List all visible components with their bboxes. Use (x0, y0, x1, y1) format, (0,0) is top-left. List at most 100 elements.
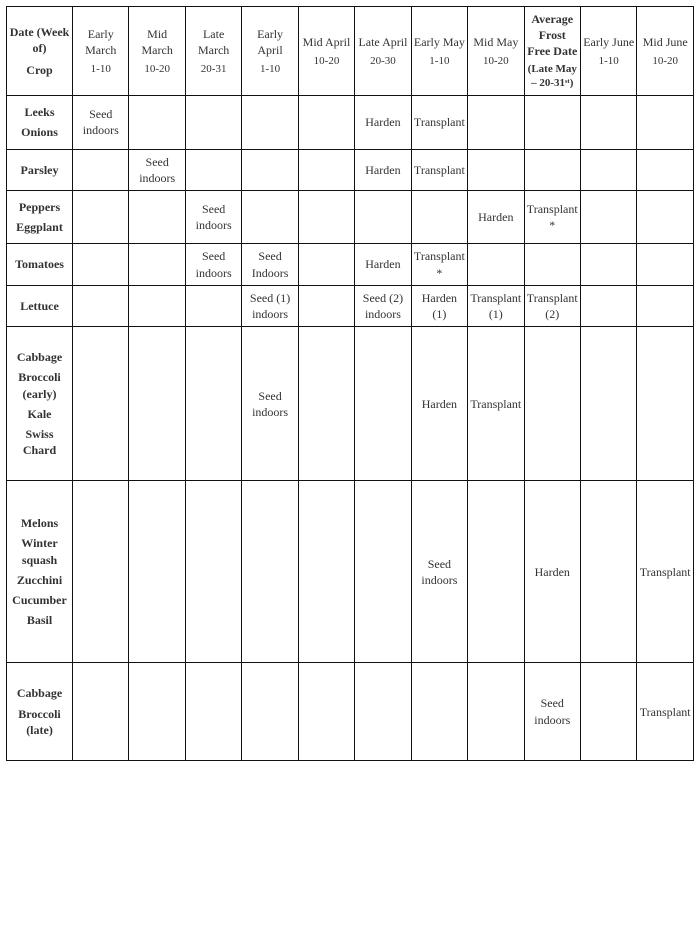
schedule-cell: Seed Indoors (242, 244, 298, 285)
period-name: Mid March (131, 26, 182, 58)
schedule-cell (298, 663, 354, 761)
schedule-cell (411, 663, 467, 761)
crop-name: Onions (9, 124, 70, 140)
schedule-cell: Transplant (411, 96, 467, 149)
schedule-cell (129, 285, 185, 326)
schedule-cell (129, 96, 185, 149)
schedule-cell (524, 96, 580, 149)
crop-name: Tomatoes (9, 256, 70, 272)
schedule-cell: Transplant* (411, 244, 467, 285)
header-period: Early April 1-10 (242, 7, 298, 96)
crop-cell: Tomatoes (7, 244, 73, 285)
schedule-cell (129, 327, 185, 481)
schedule-cell: Seed indoors (524, 663, 580, 761)
header-period: Mid May 10-20 (468, 7, 524, 96)
schedule-cell (637, 285, 694, 326)
schedule-cell (355, 663, 411, 761)
schedule-cell (355, 327, 411, 481)
schedule-cell (580, 244, 636, 285)
header-period: Early March1-10 (73, 7, 129, 96)
period-range: 20-31 (188, 62, 239, 77)
schedule-cell: Harden (355, 244, 411, 285)
schedule-cell: Harden (1) (411, 285, 467, 326)
period-range: 1-10 (583, 54, 634, 69)
schedule-cell (637, 244, 694, 285)
schedule-cell: Transplant (637, 481, 694, 663)
crop-cell: Parsley (7, 149, 73, 190)
schedule-cell: Harden (468, 191, 524, 244)
table-row: CabbageBroccoli (early)KaleSwiss ChardSe… (7, 327, 694, 481)
schedule-cell (411, 191, 467, 244)
schedule-cell (355, 191, 411, 244)
crop-cell: CabbageBroccoli (late) (7, 663, 73, 761)
schedule-cell: Seed (1) indoors (242, 285, 298, 326)
table-row: ParsleySeed indoorsHardenTransplant (7, 149, 694, 190)
crop-name: Cucumber (9, 592, 70, 608)
header-period: Late March20-31 (185, 7, 241, 96)
table-body: LeeksOnionsSeed indoorsHardenTransplantP… (7, 96, 694, 761)
schedule-cell: Seed indoors (129, 149, 185, 190)
schedule-cell: Transplant (2) (524, 285, 580, 326)
schedule-cell (242, 481, 298, 663)
schedule-cell (468, 96, 524, 149)
schedule-cell (580, 663, 636, 761)
period-range: 10-20 (301, 54, 352, 69)
schedule-cell (185, 663, 241, 761)
schedule-cell (242, 663, 298, 761)
schedule-cell (468, 149, 524, 190)
crop-name: Winter squash (9, 535, 70, 567)
schedule-cell (129, 244, 185, 285)
crop-name: Eggplant (9, 219, 70, 235)
schedule-cell (185, 285, 241, 326)
schedule-cell: Seed indoors (185, 191, 241, 244)
schedule-cell (468, 663, 524, 761)
period-name: Early April (244, 26, 295, 58)
schedule-cell (185, 96, 241, 149)
header-period: Late April20-30 (355, 7, 411, 96)
schedule-cell (580, 285, 636, 326)
schedule-cell (580, 481, 636, 663)
schedule-cell (298, 96, 354, 149)
schedule-cell (73, 285, 129, 326)
crop-name: Leeks (9, 104, 70, 120)
crop-name: Broccoli (early) (9, 369, 70, 401)
table-row: Tomatoes Seed indoorsSeed Indoors HardenTr… (7, 244, 694, 285)
crop-cell: Peppers Eggplant (7, 191, 73, 244)
period-range: 10-20 (131, 62, 182, 77)
schedule-cell: Seed indoors (411, 481, 467, 663)
schedule-cell: Harden (524, 481, 580, 663)
period-range: (Late May – 20-31ˢᵗ) (527, 62, 578, 92)
header-period: Early June1-10 (580, 7, 636, 96)
table-row: LeeksOnionsSeed indoorsHardenTransplant (7, 96, 694, 149)
crop-cell: Lettuce (7, 285, 73, 326)
schedule-cell (185, 327, 241, 481)
schedule-cell (73, 191, 129, 244)
crop-name: Lettuce (9, 298, 70, 314)
schedule-cell (637, 191, 694, 244)
header-period: Mid March 10-20 (129, 7, 185, 96)
table-header: Date (Week of)CropEarly March1-10Mid Mar… (7, 7, 694, 96)
crop-cell: Leeks Onions (7, 96, 73, 149)
schedule-cell: Harden (411, 327, 467, 481)
schedule-cell: Seed indoors (185, 244, 241, 285)
period-name: Mid May (470, 34, 521, 50)
schedule-cell (355, 481, 411, 663)
schedule-cell (185, 481, 241, 663)
period-range: 1-10 (414, 54, 465, 69)
table-row: PeppersEggplantSeed indoorsHardenTranspl… (7, 191, 694, 244)
period-name: Early March (75, 26, 126, 58)
schedule-cell (524, 244, 580, 285)
schedule-cell (73, 149, 129, 190)
schedule-cell (129, 663, 185, 761)
schedule-cell (242, 96, 298, 149)
period-range: 10-20 (470, 54, 521, 69)
crop-name: Peppers (9, 199, 70, 215)
period-range: 1-10 (244, 62, 295, 77)
schedule-cell (468, 481, 524, 663)
schedule-cell (524, 149, 580, 190)
crop-name: Cabbage (9, 349, 70, 365)
crop-cell: MelonsWinter squashZucchiniCucumberBasil (7, 481, 73, 663)
crop-name: Kale (9, 406, 70, 422)
schedule-cell: Transplant (468, 327, 524, 481)
crop-name: Swiss Chard (9, 426, 70, 458)
